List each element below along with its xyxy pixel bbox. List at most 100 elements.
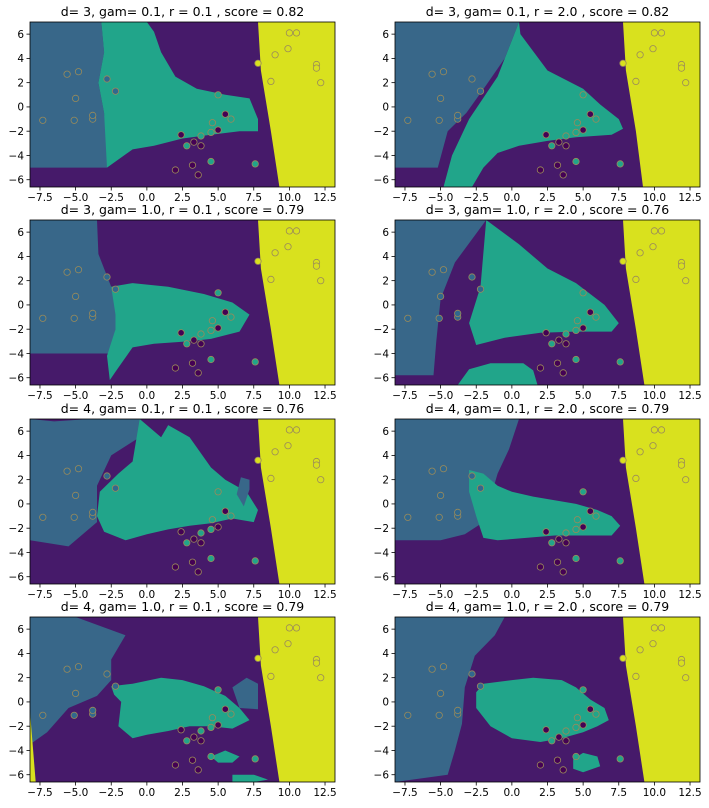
data-point <box>677 262 686 270</box>
data-point <box>548 340 556 348</box>
y-tick-label: 4 <box>382 648 389 660</box>
x-tick-label: 7.5 <box>245 589 262 601</box>
x-tick-label: −7.5 <box>392 787 418 799</box>
x-tick-label: −5.0 <box>428 390 454 402</box>
data-point <box>197 727 205 735</box>
data-point <box>536 563 545 571</box>
x-tick-label: −7.5 <box>27 787 53 799</box>
region-blue <box>395 22 519 168</box>
x-tick-label: −7.5 <box>392 192 418 204</box>
data-point <box>72 94 80 103</box>
y-tick-label: 2 <box>382 77 389 89</box>
x-tick-label: −5.0 <box>428 192 454 204</box>
subplot: d= 4, gam= 1.0, r = 2.0 , score = 0.79 −7… <box>374 599 702 799</box>
x-tick-label: 5.0 <box>210 589 227 601</box>
data-point <box>208 516 216 524</box>
data-point <box>562 340 570 348</box>
decision-regions <box>395 617 700 782</box>
data-point <box>616 755 624 763</box>
data-point <box>63 665 71 673</box>
y-tick-label: −4 <box>9 745 25 757</box>
data-point <box>435 116 443 124</box>
plot-title: d= 4, gam= 1.0, r = 2.0 , score = 0.79 <box>426 599 670 614</box>
data-point <box>207 752 215 761</box>
data-point <box>572 752 580 761</box>
data-point <box>267 77 275 86</box>
data-point <box>404 513 412 521</box>
data-point <box>197 330 205 338</box>
data-point <box>63 467 71 475</box>
x-tick-label: −5.0 <box>63 589 89 601</box>
data-point <box>592 512 600 520</box>
y-tick-label: −2 <box>374 721 389 733</box>
x-tick-label: 2.5 <box>174 192 191 204</box>
data-point <box>292 227 301 235</box>
x-tick-label: −7.5 <box>27 589 53 601</box>
data-point <box>190 138 198 146</box>
plot-title: d= 3, gam= 0.1, r = 2.0 , score = 0.82 <box>426 4 670 19</box>
data-point <box>579 324 587 332</box>
data-point <box>559 766 567 774</box>
data-point <box>312 64 321 72</box>
y-tick-label: 6 <box>382 426 389 438</box>
y-tick-label: −4 <box>374 348 390 360</box>
x-tick-label: −2.5 <box>98 787 124 799</box>
data-point <box>454 111 462 120</box>
plot-title: d= 3, gam= 1.0, r = 2.0 , score = 0.76 <box>426 202 670 217</box>
x-tick-label: 0.0 <box>139 787 156 799</box>
data-point <box>214 721 222 729</box>
data-point <box>317 79 325 87</box>
data-point <box>573 119 582 127</box>
x-tick-label: 0.0 <box>504 787 521 799</box>
x-tick-label: 7.5 <box>610 390 627 402</box>
data-point <box>649 442 657 450</box>
data-point <box>74 663 83 671</box>
data-point <box>657 29 666 37</box>
data-point <box>572 525 580 534</box>
data-point <box>572 554 580 563</box>
data-point <box>542 726 550 734</box>
data-point <box>171 364 179 372</box>
data-point <box>616 358 624 366</box>
region-teal <box>573 752 601 773</box>
data-point <box>468 670 476 678</box>
data-point <box>636 51 644 59</box>
y-tick-label: 0 <box>382 499 389 511</box>
data-point <box>89 508 97 517</box>
plot-title: d= 4, gam= 1.0, r = 0.1 , score = 0.79 <box>61 599 305 614</box>
data-point <box>194 766 202 774</box>
data-point <box>221 110 229 118</box>
x-tick-label: 5.0 <box>575 787 592 799</box>
region-teal <box>457 363 538 385</box>
data-point <box>579 289 587 297</box>
x-tick-label: −5.0 <box>63 787 89 799</box>
data-point <box>214 289 222 297</box>
x-tick-label: 10.0 <box>278 787 301 799</box>
data-point <box>436 491 445 499</box>
data-point <box>657 624 666 632</box>
x-tick-label: −2.5 <box>463 787 489 799</box>
data-point <box>70 711 78 719</box>
data-point <box>183 737 191 745</box>
data-point <box>454 309 462 317</box>
data-point <box>476 87 485 95</box>
region-teal <box>443 22 623 187</box>
region-blue <box>395 419 519 541</box>
x-tick-label: 12.5 <box>678 787 701 799</box>
data-point <box>207 326 215 334</box>
data-point <box>404 314 412 322</box>
y-tick-label: −4 <box>9 150 25 162</box>
data-point <box>39 116 47 124</box>
data-point <box>439 663 448 671</box>
x-tick-label: 5.0 <box>210 390 227 402</box>
region-blue <box>232 677 258 710</box>
data-point <box>573 516 582 524</box>
x-tick-label: 10.0 <box>278 192 301 204</box>
data-point <box>468 472 476 480</box>
y-tick-label: −2 <box>9 523 24 535</box>
data-point <box>197 539 205 547</box>
data-point <box>650 227 659 235</box>
x-tick-label: 10.0 <box>643 589 666 601</box>
data-point <box>632 672 640 681</box>
x-tick-label: −5.0 <box>63 192 89 204</box>
